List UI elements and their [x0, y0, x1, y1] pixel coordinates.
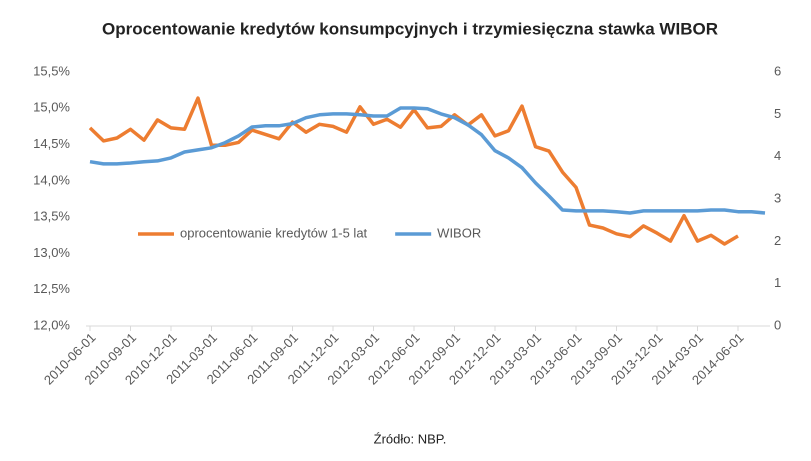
y-tick-label: 13,5%: [33, 209, 70, 224]
y-tick-label: 12,5%: [33, 281, 70, 296]
y2-tick-label: 0: [774, 317, 781, 332]
y-tick-label: 12,0%: [33, 317, 70, 332]
y-tick-label: 15,5%: [33, 63, 70, 78]
y2-tick-label: 5: [774, 106, 781, 121]
series-line: [88, 96, 739, 246]
y2-tick-label: 6: [774, 63, 781, 78]
chart-title: Oprocentowanie kredytów konsumpcyjnych i…: [102, 19, 718, 38]
series-line: [89, 106, 766, 215]
legend-label: oprocentowanie kredytów 1-5 lat: [180, 225, 368, 240]
legend-label: WIBOR: [437, 225, 481, 240]
y2-tick-label: 4: [774, 148, 781, 163]
y-tick-label: 14,0%: [33, 172, 70, 187]
y2-tick-label: 3: [774, 190, 781, 205]
y-tick-label: 15,0%: [33, 100, 70, 115]
y-tick-label: 13,0%: [33, 245, 70, 260]
y2-tick-label: 1: [774, 275, 781, 290]
y-tick-label: 14,5%: [33, 136, 70, 151]
y2-tick-label: 2: [774, 233, 781, 248]
source-note: Źródło: NBP.: [374, 431, 447, 446]
